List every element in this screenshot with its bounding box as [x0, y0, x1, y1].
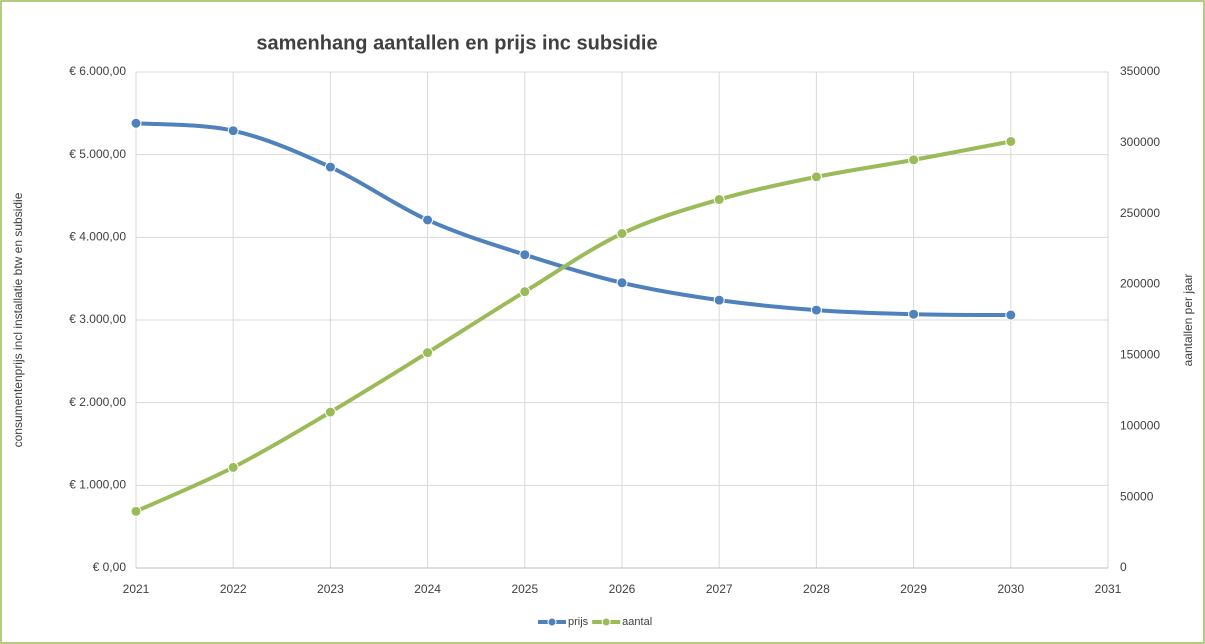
legend-marker [547, 617, 557, 627]
y-axis-label: consumentenprijs incl installatie btw en… [11, 192, 25, 447]
data-point [227, 461, 239, 473]
x-tick-label: 2022 [220, 582, 247, 596]
y2-tick-label: 300000 [1120, 135, 1160, 149]
x-tick-label: 2025 [511, 582, 538, 596]
data-point [519, 249, 531, 261]
legend-label: prijs [568, 616, 589, 628]
data-point [130, 505, 142, 517]
x-tick-label: 2026 [609, 582, 636, 596]
x-tick-label: 2029 [900, 582, 927, 596]
y2-tick-label: 200000 [1120, 277, 1160, 291]
y2-tick-label: 100000 [1120, 418, 1160, 432]
data-point [616, 228, 628, 240]
data-point [810, 171, 822, 183]
y-tick-label: € 0,00 [93, 560, 127, 574]
y-tick-label: € 6.000,00 [69, 64, 126, 78]
series-line [134, 121, 1013, 318]
legend-label: aantal [622, 616, 652, 628]
y-tick-label: € 1.000,00 [69, 478, 126, 492]
data-point [324, 161, 336, 173]
x-tick-label: 2031 [1095, 582, 1122, 596]
x-tick-label: 2030 [997, 582, 1024, 596]
data-point [713, 294, 725, 306]
data-point [713, 194, 725, 206]
y-tick-label: € 2.000,00 [69, 395, 126, 409]
y2-tick-label: 50000 [1120, 489, 1154, 503]
data-point [616, 277, 628, 289]
y2-axis-label: aantallen per jaar [1181, 274, 1195, 367]
y2-tick-label: 350000 [1120, 64, 1160, 78]
x-tick-label: 2021 [123, 582, 150, 596]
x-tick-label: 2024 [414, 582, 441, 596]
data-point [422, 347, 434, 359]
data-point [908, 154, 920, 166]
data-point [519, 286, 531, 298]
data-point [422, 214, 434, 226]
x-tick-label: 2027 [706, 582, 733, 596]
x-tick-label: 2023 [317, 582, 344, 596]
y2-tick-label: 0 [1120, 560, 1127, 574]
data-point [810, 304, 822, 316]
y-tick-label: € 4.000,00 [69, 230, 126, 244]
y-tick-label: € 3.000,00 [69, 312, 126, 326]
data-point [1005, 309, 1017, 321]
x-tick-label: 2028 [803, 582, 830, 596]
series-line [134, 139, 1013, 514]
y2-tick-label: 150000 [1120, 348, 1160, 362]
data-point [324, 406, 336, 418]
chart-title: samenhang aantallen en prijs inc subsidi… [256, 32, 657, 54]
data-point [1005, 135, 1017, 147]
y-tick-label: € 5.000,00 [69, 147, 126, 161]
data-point [227, 125, 239, 137]
data-point [908, 308, 920, 320]
y2-tick-label: 250000 [1120, 206, 1160, 220]
legend-marker [601, 617, 611, 627]
data-point [130, 117, 142, 129]
